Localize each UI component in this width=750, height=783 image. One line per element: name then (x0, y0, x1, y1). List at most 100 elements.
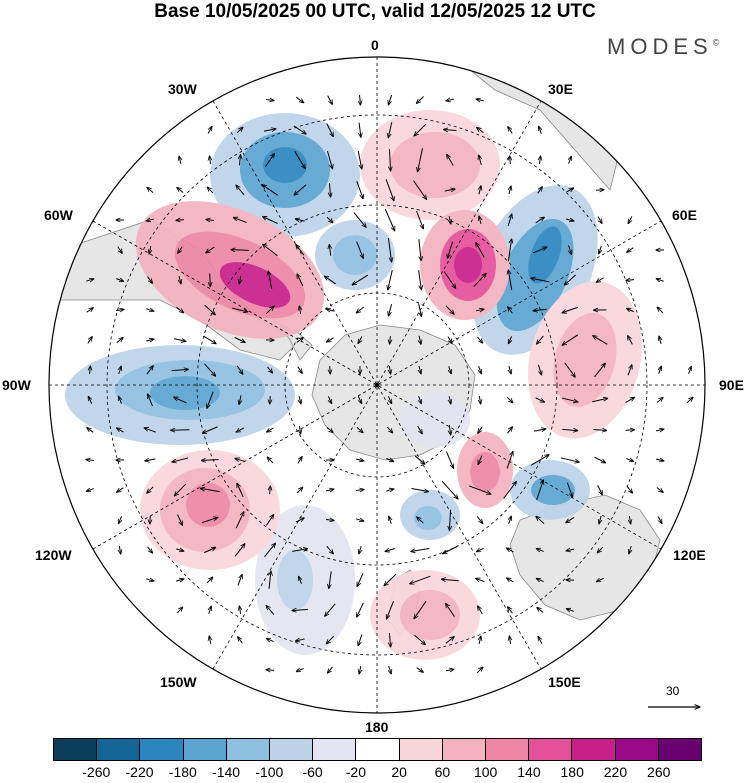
wind-vector-arrow (411, 487, 429, 491)
lon-label-0: 0 (371, 37, 379, 53)
wind-vector-arrow (566, 516, 575, 522)
wind-vector-arrow (267, 427, 274, 432)
wind-vector-arrow (87, 428, 94, 433)
wind-vector-arrow (356, 241, 364, 259)
wind-vector-arrow (562, 306, 579, 313)
lon-label-60e: 60E (672, 207, 697, 223)
wind-vector-arrow (177, 187, 184, 193)
colorbar-swatch (356, 739, 400, 760)
latitude-circle-middle (196, 204, 558, 566)
wind-vector-arrow (146, 366, 153, 375)
map-border (48, 56, 706, 714)
wind-vector-arrow (414, 455, 425, 464)
wind-vector-arrow (174, 397, 187, 404)
wind-vector-arrow (176, 306, 183, 312)
positive-anomaly-120w-center (186, 483, 230, 527)
wind-vector-arrow (296, 487, 303, 494)
colorbar-tick-label: -220 (125, 764, 154, 780)
wind-vector-arrow (200, 488, 220, 493)
wind-vector-arrow (145, 459, 156, 461)
wind-vector-arrow (204, 547, 215, 554)
wind-vector-arrow (444, 129, 457, 130)
wind-vector-arrow (147, 546, 153, 553)
wind-vector-arrow (386, 459, 393, 462)
wind-vector-arrow (292, 549, 307, 552)
wind-vector-arrow (237, 483, 244, 497)
wind-vector-arrow (509, 516, 512, 524)
wind-vector-arrow (355, 489, 364, 490)
wind-vector-arrow (359, 546, 361, 554)
lon-label-150w: 150W (160, 674, 197, 690)
wind-vector-arrow (411, 548, 430, 552)
wind-vector-arrow (356, 306, 365, 313)
wind-vector-arrow (264, 543, 275, 558)
positive-anomaly-35e-center (454, 247, 482, 283)
wind-vector-arrow (410, 575, 431, 584)
negative-anomaly-120e-core (531, 475, 575, 505)
colorbar-swatch (572, 739, 616, 760)
wind-vector-arrow (655, 459, 664, 461)
wind-vector-arrow (329, 571, 331, 588)
wind-vector-arrow (562, 397, 578, 402)
wind-vector-arrow (479, 636, 481, 645)
wind-vector-arrow (119, 396, 122, 404)
negative-anomaly-30w-center (263, 147, 307, 183)
colorbar-tick-label: 60 (434, 764, 451, 780)
wind-vector-arrow (656, 397, 663, 403)
meridian-60 (92, 220, 662, 550)
wind-vector-arrow (174, 483, 187, 496)
wind-vector-arrow (388, 396, 391, 403)
wind-vector-arrow (447, 336, 452, 344)
wind-vector-arrow (507, 239, 511, 262)
wind-vector-arrow (293, 125, 306, 134)
wind-vector-arrow (295, 96, 303, 102)
wind-vector-arrow (262, 217, 278, 224)
reference-vector-label: 30 (666, 684, 680, 698)
wind-vector-arrow (299, 395, 301, 404)
colorbar-swatch (442, 739, 487, 760)
colorbar-swatch (183, 739, 227, 760)
colorbar-swatch (615, 739, 659, 760)
wind-vector-arrow (295, 639, 305, 641)
wind-vector-arrow (477, 127, 484, 133)
colorbar (53, 738, 702, 761)
wind-vector-arrow (267, 457, 274, 464)
wind-vector-arrow (327, 151, 332, 169)
wind-vector-arrow (389, 665, 391, 674)
pole-marker (375, 383, 379, 387)
wind-vector-arrow (478, 426, 483, 434)
wind-vector-arrow (446, 603, 455, 617)
wind-vector-arrow (207, 126, 212, 134)
wind-vector-arrow (479, 216, 481, 225)
wind-vector-arrow (414, 601, 427, 618)
wind-vector-arrow (179, 156, 181, 165)
wind-vector-arrow (147, 486, 154, 493)
wind-vector-arrow (503, 482, 517, 499)
wind-vector-arrow (530, 455, 549, 466)
wind-vector-arrow (146, 309, 154, 311)
wind-vector-arrow (599, 246, 602, 254)
wind-vector-arrow (418, 270, 422, 290)
wind-vector-arrow (328, 396, 331, 403)
wind-vector-arrow (419, 396, 422, 404)
colorbar-swatch (313, 739, 357, 760)
wind-vector-arrow (419, 239, 421, 261)
colorbar-tick-label: 20 (391, 764, 407, 780)
wind-vector-arrow (413, 180, 427, 200)
wind-vector-arrow (149, 245, 151, 254)
colorbar-swatch (97, 739, 141, 760)
wind-vector-arrow (296, 338, 303, 343)
lon-label-180: 180 (365, 719, 389, 735)
wind-vector-arrow (86, 279, 94, 281)
wind-vector-arrow (239, 395, 241, 404)
wind-vector-arrow (295, 219, 305, 221)
wind-vector-arrow (115, 309, 124, 310)
wind-vector-arrow (508, 127, 513, 134)
wind-vector-arrow (234, 337, 246, 342)
wind-vector-arrow (299, 306, 300, 315)
wind-vector-arrow (237, 574, 242, 586)
modes-logo: MODES© (607, 34, 719, 60)
wind-vector-arrow (449, 509, 450, 531)
wind-vector-arrow (144, 428, 156, 433)
wind-vector-arrow (267, 366, 272, 373)
